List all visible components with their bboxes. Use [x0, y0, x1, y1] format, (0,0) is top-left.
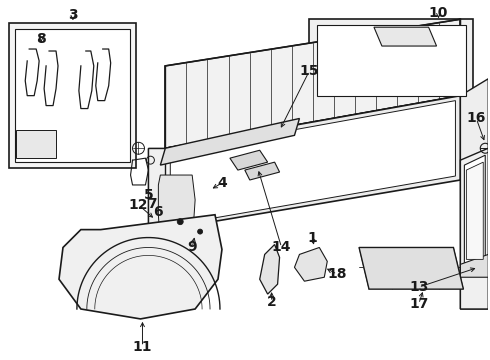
Polygon shape [465, 155, 485, 264]
Polygon shape [158, 175, 195, 247]
Text: 2: 2 [267, 295, 276, 309]
Text: 4: 4 [217, 176, 227, 190]
Circle shape [197, 229, 202, 234]
Polygon shape [9, 23, 136, 168]
Text: 9: 9 [187, 240, 197, 255]
Text: 16: 16 [466, 112, 486, 126]
Text: 1: 1 [308, 230, 317, 244]
Text: 13: 13 [409, 280, 428, 294]
Polygon shape [461, 79, 488, 309]
Polygon shape [294, 247, 327, 281]
Text: 5: 5 [144, 188, 153, 202]
Polygon shape [160, 118, 299, 165]
Polygon shape [318, 25, 466, 96]
Polygon shape [165, 19, 461, 148]
Polygon shape [461, 255, 488, 277]
Polygon shape [309, 19, 473, 100]
Text: 15: 15 [300, 64, 319, 78]
Polygon shape [148, 148, 200, 294]
Polygon shape [260, 244, 280, 294]
Polygon shape [230, 150, 268, 170]
Text: 12: 12 [129, 198, 148, 212]
Polygon shape [16, 130, 56, 158]
Circle shape [177, 219, 183, 225]
Text: 18: 18 [327, 267, 347, 281]
Polygon shape [466, 162, 483, 260]
Polygon shape [374, 27, 437, 46]
Text: 7: 7 [147, 197, 157, 211]
Text: 3: 3 [68, 8, 78, 22]
Polygon shape [59, 215, 222, 319]
Polygon shape [359, 247, 464, 289]
Polygon shape [148, 148, 165, 294]
Polygon shape [461, 148, 488, 309]
Text: 11: 11 [133, 340, 152, 354]
Text: 8: 8 [36, 32, 46, 46]
Text: 17: 17 [409, 297, 428, 311]
Polygon shape [165, 96, 461, 230]
Text: 6: 6 [153, 205, 163, 219]
Polygon shape [15, 29, 129, 162]
Polygon shape [171, 100, 455, 226]
Text: 10: 10 [429, 6, 448, 20]
Text: 14: 14 [272, 240, 292, 255]
Polygon shape [245, 162, 280, 180]
